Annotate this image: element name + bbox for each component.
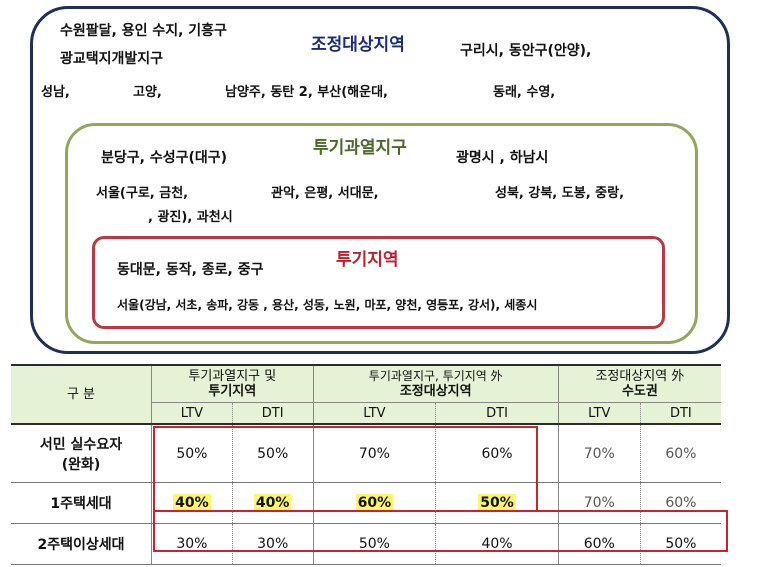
group-header-2-line2: 조정대상지역 [399, 384, 472, 399]
group-header-2: 투기과열지구, 투기지역 外 조정대상지역 [312, 364, 559, 403]
ltv-dti-table: 구 분 투기과열지구 및 투기지역 투기과열지구, 투기지역 外 조정대상지역 … [11, 364, 721, 565]
overheat-line1: 분당구, 수성구(대구) [101, 150, 228, 166]
row-label-line2: (완화) [61, 456, 101, 473]
overheat-line3a: 서울(구로, 금천, [96, 186, 189, 201]
cell-value: 50% [151, 424, 233, 483]
group-header-2-line1: 투기과열지구, 투기지역 外 [368, 369, 503, 383]
overheat-title: 투기과열지구 [313, 138, 407, 158]
cell-value: 50% [231, 424, 314, 483]
highlight-value: 60% [355, 494, 394, 512]
group-header-3: 조정대상지역 外 수도권 [557, 364, 721, 403]
table-row: 1주택세대 40% 40% 60% 50% 70% 60% [11, 482, 721, 524]
table-row: 서민 실수요자 (완화) 50% 50% 70% 60% 70% 60% [11, 424, 721, 483]
adjust-line3: 구리시, 동안구(안양), [460, 43, 592, 59]
adjust-line4d: 동래, 수영, [493, 85, 556, 100]
subheader-ltv: LTV [151, 402, 233, 425]
cell-value: 60% [435, 424, 559, 483]
table-group-header-row: 구 분 투기과열지구 및 투기지역 투기과열지구, 투기지역 外 조정대상지역 … [11, 364, 721, 425]
overheated-zone-box [65, 123, 698, 344]
cell-value: 40% [435, 523, 559, 565]
speculation-line1: 동대문, 동작, 종로, 중구 [117, 262, 264, 278]
row-label: 1주택세대 [11, 482, 152, 524]
row-label: 2주택이상세대 [11, 523, 152, 565]
row-label: 서민 실수요자 (완화) [11, 424, 152, 483]
adjust-line4b: 고양, [133, 85, 162, 100]
highlight-value: 50% [478, 494, 516, 512]
adjust-line2: 광교택지개발지구 [60, 51, 164, 67]
adjust-line1: 수원팔달, 용인 수지, 기흥구 [60, 23, 227, 39]
cell-value: 70% [557, 482, 641, 524]
speculation-zone-box [92, 236, 665, 329]
adjust-line4a: 성남, [41, 85, 70, 100]
cell-value: 60% [639, 482, 721, 524]
table-row: 2주택이상세대 30% 30% 50% 40% 60% 50% [11, 523, 721, 565]
overheat-line4: , 광진), 과천시 [148, 210, 233, 225]
highlight-value: 40% [173, 494, 211, 512]
speculation-line2: 서울(강남, 서초, 송파, 강동 , 용산, 성동, 노원, 마포, 양천, … [117, 298, 538, 312]
cell-value: 70% [312, 424, 436, 483]
overheat-line3b: 관악, 은평, 서대문, [271, 186, 379, 201]
group-header-1: 투기과열지구 및 투기지역 [151, 364, 314, 403]
row-label-line1: 서민 실수요자 [39, 436, 123, 453]
group-header-1-line2: 투기지역 [208, 384, 257, 399]
cell-value-highlighted: 40% [231, 482, 314, 524]
subheader-dti: DTI [231, 402, 314, 425]
subheader-dti: DTI [639, 402, 721, 425]
cell-value: 60% [557, 523, 641, 565]
group-header-1-line1: 투기과열지구 및 [188, 369, 277, 384]
overheat-line3c: 성북, 강북, 도봉, 중랑, [495, 186, 625, 201]
subheader-ltv: LTV [557, 402, 641, 425]
cell-value: 60% [639, 424, 721, 483]
cell-value: 70% [557, 424, 641, 483]
speculation-title: 투기지역 [336, 250, 399, 270]
overheat-line2: 광명시 , 하남시 [456, 150, 549, 166]
cell-value-highlighted: 50% [435, 482, 559, 524]
cell-value: 30% [151, 523, 233, 565]
highlight-value: 40% [253, 494, 292, 512]
cell-value: 50% [639, 523, 721, 565]
corner-header: 구 분 [11, 364, 152, 425]
group-header-3-line1: 조정대상지역 外 [595, 369, 685, 384]
cell-value: 30% [231, 523, 314, 565]
group-header-3-line2: 수도권 [621, 384, 658, 399]
subheader-ltv: LTV [312, 402, 436, 425]
cell-value-highlighted: 60% [312, 482, 436, 524]
subheader-dti: DTI [435, 402, 559, 425]
adjust-title: 조정대상지역 [311, 35, 405, 55]
table-subheader-row: LTV DTI LTV DTI LTV DTI [11, 402, 721, 425]
adjustment-zone-box [30, 6, 730, 354]
cell-value-highlighted: 40% [151, 482, 233, 524]
adjust-line4c: 남양주, 동탄 2, 부산(해운대, [225, 85, 388, 100]
cell-value: 50% [312, 523, 436, 565]
